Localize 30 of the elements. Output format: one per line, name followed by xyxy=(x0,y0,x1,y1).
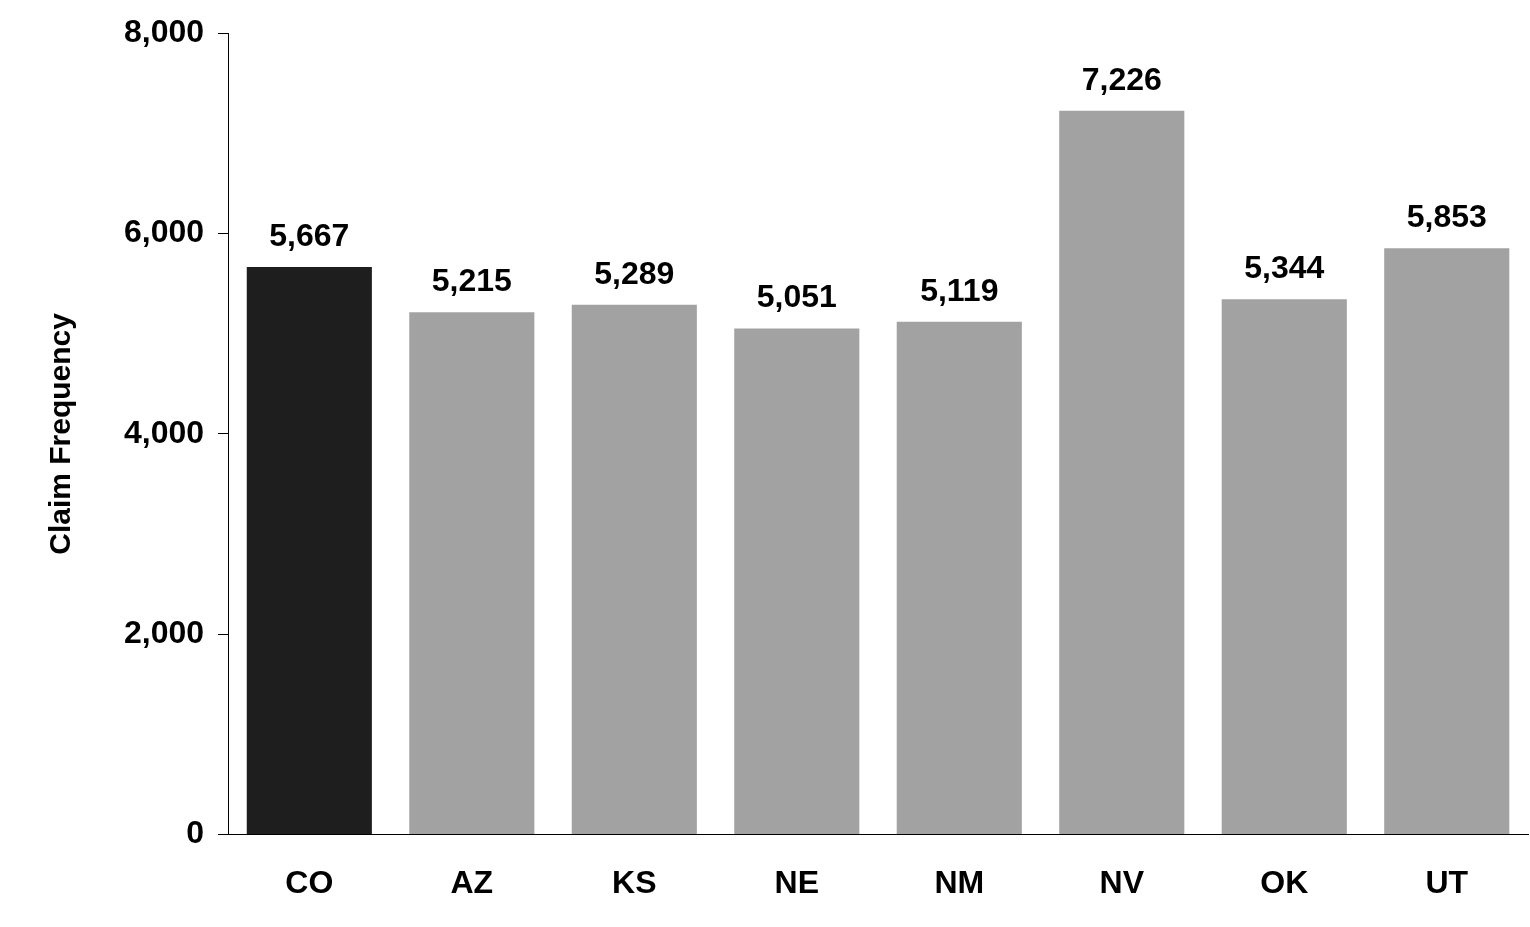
bar xyxy=(1384,248,1510,835)
y-tick-label: 2,000 xyxy=(124,614,205,651)
bar xyxy=(246,266,372,835)
x-tick-label: KS xyxy=(612,863,657,900)
y-tick-label: 0 xyxy=(186,814,205,851)
x-tick-label: AZ xyxy=(450,863,494,900)
y-tick-label: 8,000 xyxy=(124,13,205,50)
bar xyxy=(1221,299,1347,835)
bar xyxy=(571,304,697,835)
data-label: 5,215 xyxy=(431,262,512,299)
y-tick-label: 6,000 xyxy=(124,213,205,250)
data-label: 5,289 xyxy=(594,254,675,291)
bar xyxy=(896,321,1022,835)
x-tick-label: OK xyxy=(1260,863,1309,900)
data-label: 7,226 xyxy=(1081,60,1162,97)
y-axis-title: Claim Frequency xyxy=(43,312,77,555)
x-tick-label: NE xyxy=(774,863,820,900)
x-tick-label: NM xyxy=(934,863,985,900)
bar xyxy=(409,312,535,835)
x-tick-label: NV xyxy=(1099,863,1145,900)
data-label: 5,119 xyxy=(920,271,999,308)
bar xyxy=(734,328,860,835)
data-label: 5,667 xyxy=(269,216,350,253)
x-tick-label: CO xyxy=(285,863,334,900)
data-label: 5,344 xyxy=(1244,249,1325,286)
data-label: 5,051 xyxy=(756,278,837,315)
y-tick-label: 4,000 xyxy=(124,413,205,450)
data-label: 5,853 xyxy=(1406,198,1487,235)
x-tick-label: UT xyxy=(1425,863,1469,900)
bar xyxy=(1059,110,1185,835)
